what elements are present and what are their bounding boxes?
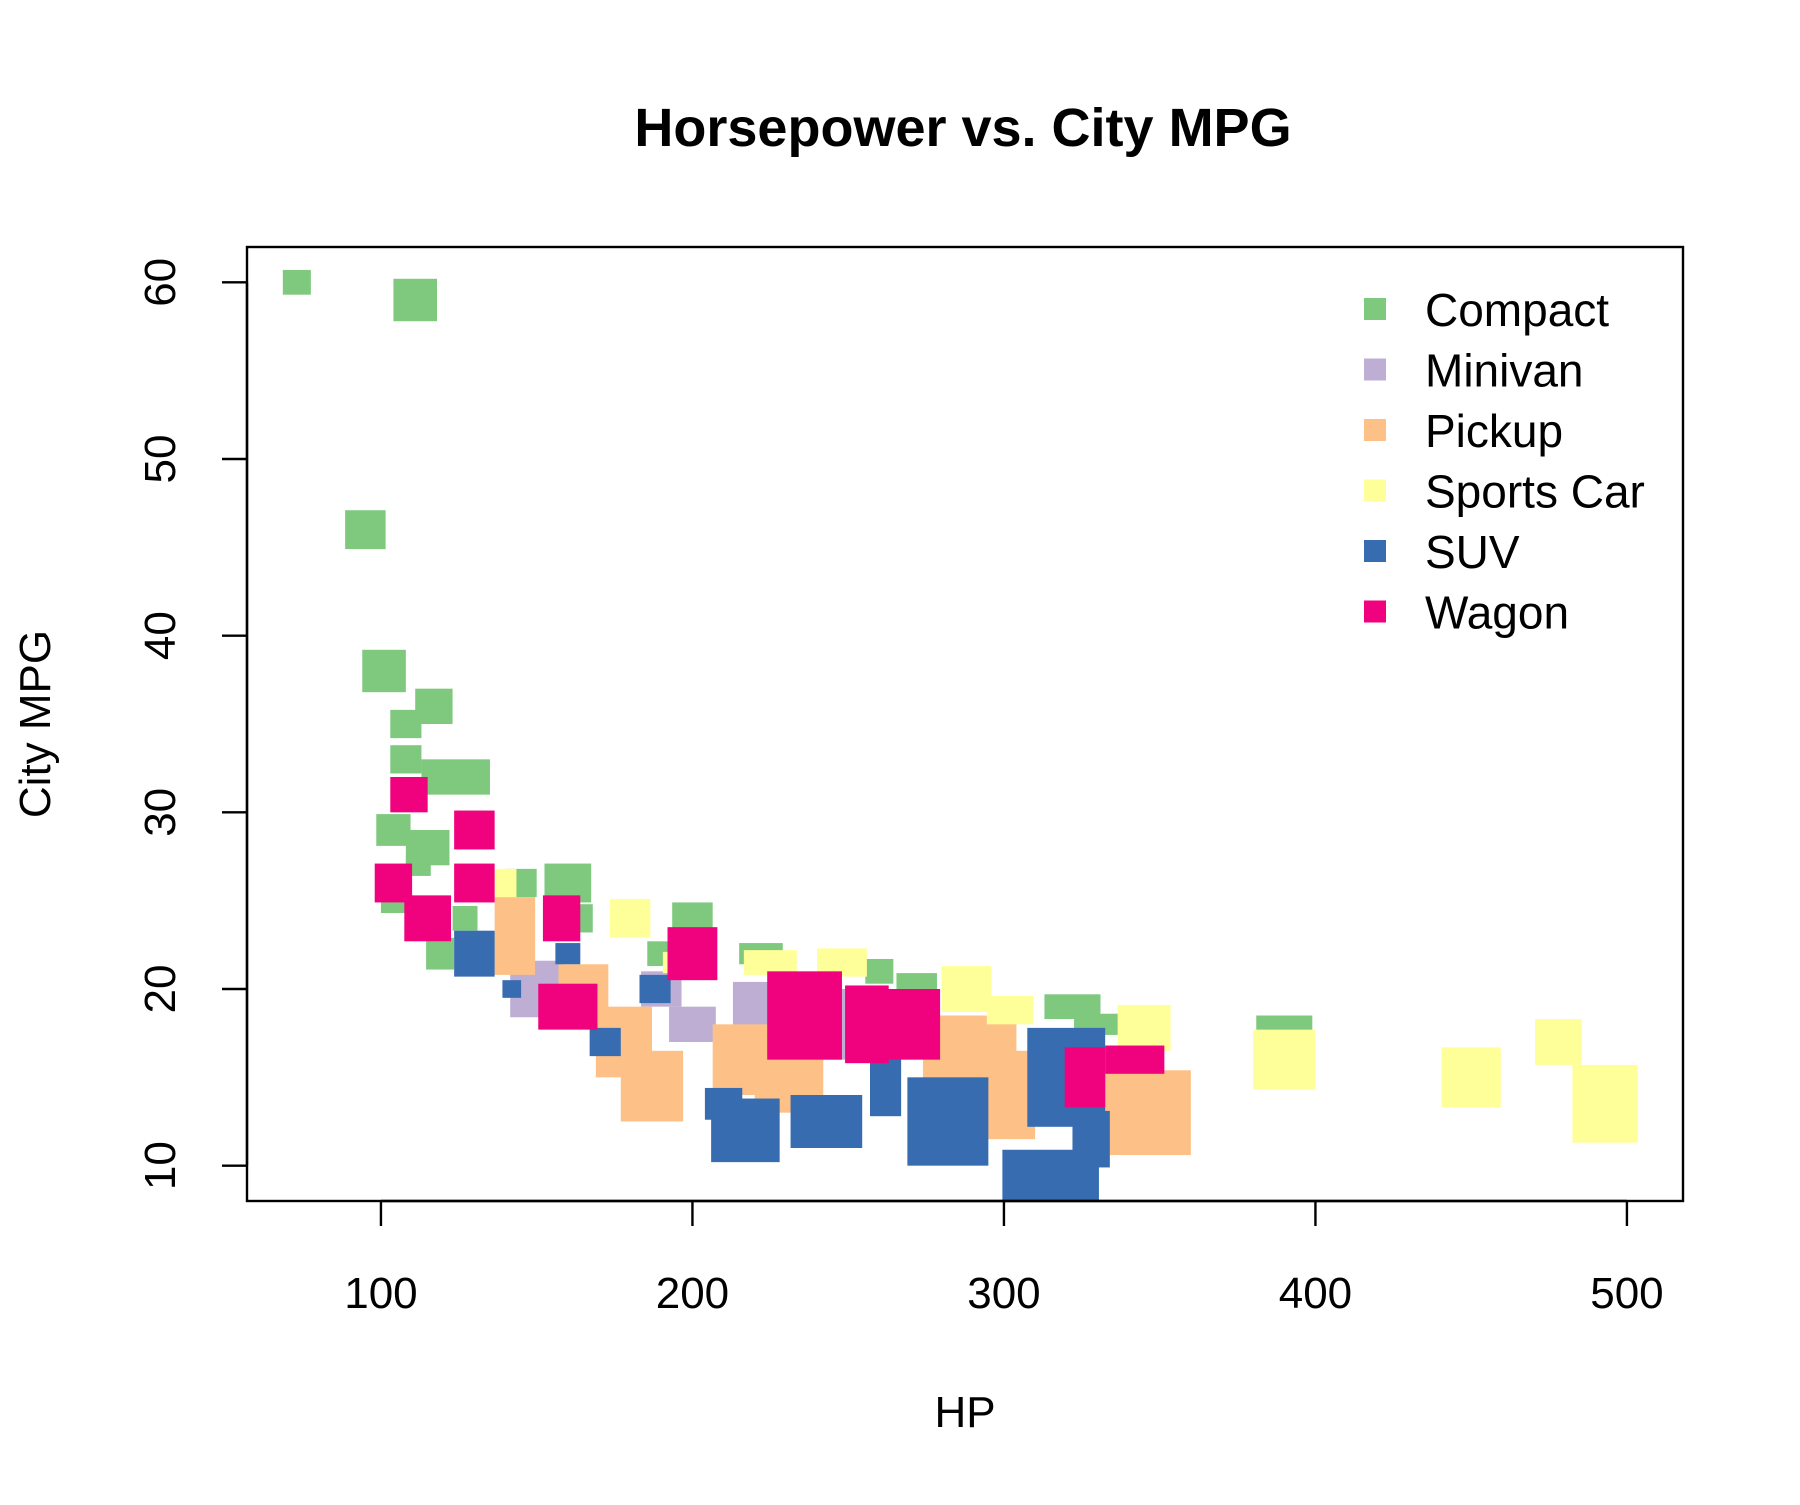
- marker-compact-8: [421, 759, 490, 795]
- legend-swatch: [1364, 540, 1386, 562]
- x-axis-label: HP: [934, 1388, 995, 1437]
- legend-item-wagon: Wagon: [1364, 587, 1569, 639]
- marker-wagon-11: [855, 989, 941, 1060]
- legend-label: Wagon: [1425, 587, 1569, 639]
- marker-sports-car-4: [743, 950, 797, 975]
- marker-compact-7: [390, 745, 422, 774]
- marker-compact-2: [393, 278, 438, 322]
- chart-title: Horsepower vs. City MPG: [634, 98, 1291, 158]
- marker-sports-car-6: [941, 966, 992, 1012]
- marker-compact-18: [426, 937, 455, 970]
- marker-suv-1: [454, 930, 495, 977]
- marker-layer: [282, 269, 1638, 1201]
- legend: Compact Minivan Pickup Sports Car SUV Wagon: [1364, 284, 1645, 639]
- marker-wagon-4: [454, 863, 495, 903]
- marker-minivan-3: [669, 1006, 716, 1042]
- x-axis: 100 200 300 400 500: [344, 1199, 1664, 1318]
- legend-label: Compact: [1425, 284, 1609, 336]
- legend-item-pickup: Pickup: [1364, 405, 1563, 457]
- marker-sports-car-10: [1441, 1047, 1501, 1108]
- marker-suv-8: [790, 1095, 863, 1148]
- legend-swatch: [1364, 600, 1386, 623]
- marker-wagon-8: [667, 927, 718, 981]
- x-tick-label-300: 300: [967, 1269, 1040, 1318]
- legend-swatch: [1364, 419, 1386, 441]
- marker-compact-1: [282, 269, 311, 295]
- y-tick-label-60: 60: [136, 258, 185, 307]
- marker-suv-10: [907, 1077, 989, 1166]
- x-tick-label-400: 400: [1279, 1269, 1352, 1318]
- x-tick-label-200: 200: [656, 1269, 729, 1318]
- marker-sports-car-7: [986, 996, 1034, 1025]
- marker-wagon-12: [1064, 1047, 1106, 1108]
- legend-swatch: [1364, 479, 1386, 502]
- marker-compact-4: [362, 649, 406, 693]
- marker-sports-car-11: [1535, 1019, 1582, 1065]
- legend-label: Minivan: [1425, 345, 1584, 397]
- marker-sports-car-12: [1572, 1064, 1638, 1143]
- marker-pickup-4: [620, 1050, 684, 1122]
- y-tick-label-30: 30: [136, 788, 185, 837]
- marker-suv-5: [639, 974, 671, 1004]
- y-axis-label: City MPG: [11, 630, 60, 818]
- y-tick-label-10: 10: [136, 1141, 185, 1190]
- x-tick-label-500: 500: [1590, 1269, 1663, 1318]
- marker-suv-7: [711, 1098, 780, 1163]
- legend-label: Pickup: [1425, 405, 1563, 457]
- marker-suv-9: [869, 1056, 902, 1117]
- x-tick-label-100: 100: [344, 1269, 417, 1318]
- y-axis: 10 20 30 40 50 60: [136, 258, 249, 1190]
- y-tick-label-50: 50: [136, 435, 185, 484]
- marker-sports-car-9: [1253, 1029, 1316, 1090]
- marker-pickup-1: [494, 897, 536, 975]
- legend-item-compact: Compact: [1364, 284, 1609, 336]
- marker-wagon-3: [454, 810, 495, 850]
- marker-compact-22: [865, 958, 894, 984]
- marker-sports-car-1: [494, 868, 517, 898]
- marker-compact-9: [376, 814, 411, 846]
- marker-suv-2: [502, 980, 522, 998]
- marker-compact-6: [390, 709, 422, 739]
- y-tick-label-40: 40: [136, 611, 185, 660]
- marker-pickup-9: [1103, 1070, 1191, 1156]
- marker-wagon-13: [1105, 1045, 1165, 1074]
- legend-label: Sports Car: [1425, 466, 1645, 518]
- legend-label: SUV: [1425, 526, 1520, 578]
- marker-wagon-5: [404, 895, 452, 942]
- marker-suv-13: [1072, 1110, 1110, 1168]
- marker-wagon-9: [767, 971, 842, 1060]
- marker-wagon-1: [390, 777, 428, 813]
- legend-swatch: [1364, 298, 1386, 320]
- legend-item-minivan: Minivan: [1364, 345, 1584, 397]
- legend-item-sports-car: Sports Car: [1364, 466, 1645, 518]
- marker-sports-car-2: [609, 898, 651, 938]
- marker-wagon-6: [542, 895, 581, 942]
- marker-sports-car-8: [1117, 1004, 1171, 1051]
- marker-suv-4: [589, 1027, 621, 1057]
- marker-compact-26: [1256, 1015, 1313, 1034]
- marker-compact-3: [345, 510, 386, 550]
- marker-wagon-7: [538, 983, 598, 1030]
- legend-item-suv: SUV: [1364, 526, 1520, 578]
- marker-suv-3: [555, 943, 581, 965]
- marker-compact-19: [452, 905, 478, 931]
- legend-swatch: [1364, 358, 1386, 381]
- y-tick-label-20: 20: [136, 965, 185, 1014]
